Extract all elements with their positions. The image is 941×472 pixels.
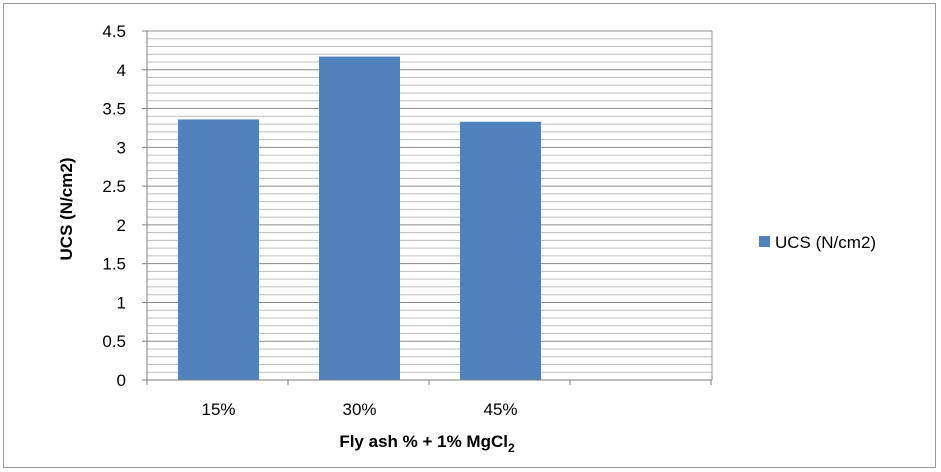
- x-axis-title-subscript: 2: [508, 441, 515, 455]
- x-tick-label: 30%: [342, 400, 376, 419]
- bar-15pct: [178, 119, 259, 380]
- x-tick-labels: 15% 30% 45%: [201, 400, 517, 419]
- x-tick-label: 45%: [483, 400, 517, 419]
- y-tick-labels: 0 0.5 1 1.5 2 2.5 3 3.5 4 4.5: [102, 22, 126, 390]
- y-tick-label: 0.5: [102, 332, 126, 351]
- y-tick-label: 3.5: [102, 100, 126, 119]
- legend-swatch: [759, 236, 770, 247]
- axes: [142, 30, 712, 385]
- y-tick-label: 2: [117, 216, 126, 235]
- bar-45pct: [460, 121, 541, 381]
- y-tick-label: 4: [117, 61, 126, 80]
- y-tick-label: 0: [117, 371, 126, 390]
- y-tick-label: 1.5: [102, 255, 126, 274]
- bar-30pct: [319, 56, 400, 381]
- y-axis-title: UCS (N/cm2): [57, 158, 76, 261]
- x-tick-label: 15%: [201, 400, 235, 419]
- legend: UCS (N/cm2): [759, 233, 876, 252]
- x-axis-title-main: Fly ash % + 1% MgCl: [339, 432, 508, 451]
- y-tick-label: 4.5: [102, 22, 126, 41]
- y-tick-label: 1: [117, 293, 126, 312]
- y-tick-label: 3: [117, 138, 126, 157]
- bars: [178, 56, 541, 381]
- y-tick-label: 2.5: [102, 177, 126, 196]
- x-axis-title: Fly ash % + 1% MgCl2: [339, 432, 515, 455]
- legend-label: UCS (N/cm2): [775, 233, 876, 252]
